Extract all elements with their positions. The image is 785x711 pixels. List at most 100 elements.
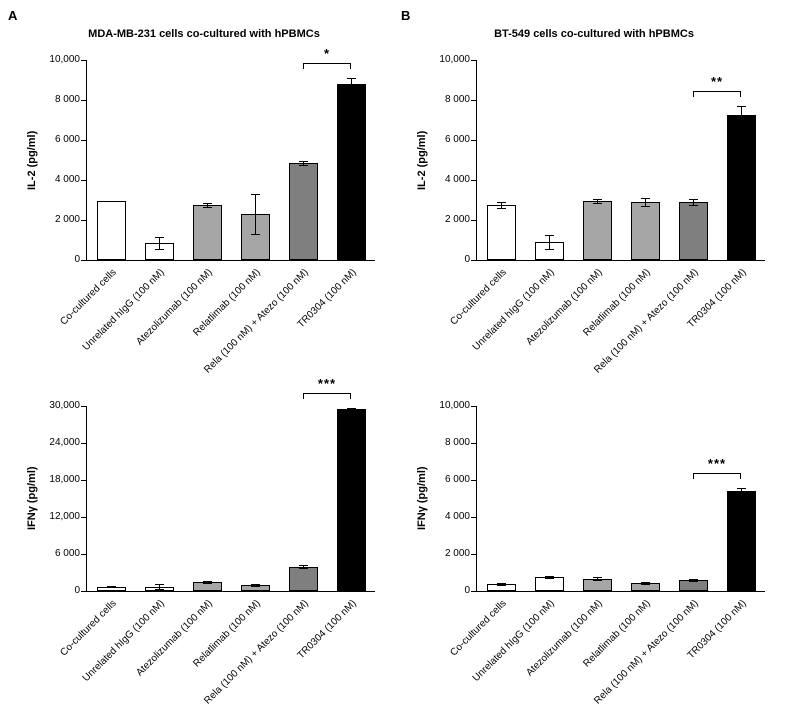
y-tick-label: 4 000	[444, 174, 470, 185]
y-axis-title: IFNγ (pg/ml)	[416, 466, 428, 531]
plot-area: Co-cultured cells Unrelated hIgG (100 nM)…	[448, 406, 765, 707]
y-tick-label: 0	[464, 585, 470, 596]
error-bar-line	[597, 199, 598, 203]
error-bar-cap	[202, 207, 212, 208]
bar	[726, 115, 756, 260]
chart-canvas: IFNγ (pg/ml) 0 2 000 4 000 6 000 8 000 10,000 C…	[408, 396, 780, 709]
error-bar-cap	[346, 407, 356, 409]
y-tick-mark	[471, 100, 476, 101]
error-bar-cap	[592, 580, 602, 582]
error-bar-cap	[250, 585, 260, 587]
error-bar-cap	[496, 582, 506, 584]
x-tick-label: TR0304 (100 nM)	[295, 267, 359, 331]
error-bar-line	[351, 407, 352, 411]
y-tick-mark	[471, 554, 476, 555]
plot-area: Co-cultured cells Unrelated hIgG (100 nM)…	[448, 60, 765, 376]
error-bar-cap	[544, 578, 554, 580]
y-tick-mark	[471, 443, 476, 444]
y-tick-label: 4 000	[54, 174, 80, 185]
chart-il2-mda-mb-231: MDA-MB-231 cells co-cultured with hPBMCs…	[18, 22, 390, 378]
bar	[630, 202, 660, 260]
y-tick-label: 10,000	[439, 54, 470, 65]
error-bar-line	[351, 78, 352, 90]
error-bar-cap	[736, 124, 746, 125]
y-tick-label: 6 000	[54, 134, 80, 145]
y-tick-mark	[471, 60, 476, 61]
error-bar-cap	[496, 202, 506, 203]
y-tick-label: 2 000	[54, 214, 80, 225]
y-tick-label: 2 000	[444, 214, 470, 225]
panel-letter-b: B	[401, 8, 411, 23]
bar	[336, 409, 366, 591]
y-tick-label: 0	[74, 254, 80, 265]
y-tick-mark	[81, 591, 86, 592]
y-tick-mark	[81, 100, 86, 101]
error-bar-cap	[346, 410, 356, 412]
error-bar-cap	[298, 165, 308, 167]
error-bar-line	[741, 106, 742, 124]
y-tick-label: 10,000	[439, 400, 470, 411]
error-bar-cap	[592, 577, 602, 579]
bar	[96, 201, 126, 260]
error-bar-cap	[592, 202, 602, 204]
significance-bracket	[693, 473, 741, 480]
y-tick-mark	[471, 406, 476, 407]
error-bar-cap	[298, 160, 308, 162]
error-bar-line	[303, 160, 304, 166]
y-tick-label: 10,000	[49, 54, 80, 65]
significance-bracket	[693, 91, 741, 97]
error-bar-cap	[202, 580, 212, 582]
y-tick-mark	[81, 443, 86, 444]
error-bar-cap	[688, 205, 698, 206]
error-bar-cap	[544, 235, 554, 236]
error-bar-cap	[154, 589, 164, 591]
chart-title	[408, 368, 780, 396]
y-axis-title: IL-2 (pg/ml)	[416, 130, 428, 190]
error-bar-line	[303, 565, 304, 569]
y-tick-label: 30,000	[49, 400, 80, 411]
y-tick-mark	[81, 180, 86, 181]
y-tick-label: 6 000	[444, 134, 470, 145]
error-bar-cap	[544, 576, 554, 577]
chart-ifng-mda-mb-231: IFNγ (pg/ml) 0 6 000 12,000 18,000 24,000 30,0…	[18, 368, 390, 709]
error-bar-line	[255, 194, 256, 234]
y-tick-mark	[471, 591, 476, 592]
bar	[336, 84, 366, 260]
y-tick-label: 8 000	[444, 437, 470, 448]
significance-label: ***	[317, 375, 337, 391]
significance-label: ***	[707, 456, 727, 472]
error-bar-line	[549, 576, 550, 579]
error-bar-line	[159, 237, 160, 249]
y-tick-label: 6 000	[54, 548, 80, 559]
significance-label: **	[710, 74, 724, 89]
bar	[486, 205, 516, 260]
error-bar-line	[741, 488, 742, 494]
chart-canvas: IL-2 (pg/ml) 0 2 000 4 000 6 000 8 000 10,000 C…	[18, 46, 390, 378]
error-bar-line	[693, 578, 694, 582]
bar	[582, 201, 612, 260]
y-tick-label: 8 000	[54, 94, 80, 105]
chart-canvas: IL-2 (pg/ml) 0 2 000 4 000 6 000 8 000 10,000 C…	[408, 50, 780, 378]
y-tick-mark	[81, 140, 86, 141]
y-tick-label: 6 000	[444, 474, 470, 485]
error-bar-cap	[736, 493, 746, 495]
y-tick-mark	[471, 260, 476, 261]
error-bar-cap	[688, 578, 698, 580]
y-tick-mark	[81, 480, 86, 481]
bar	[726, 491, 756, 591]
error-bar-cap	[640, 581, 650, 583]
error-bar-cap	[640, 206, 650, 207]
error-bar-line	[549, 235, 550, 249]
panel-letter-a: A	[8, 8, 18, 23]
y-tick-mark	[471, 140, 476, 141]
y-tick-mark	[81, 220, 86, 221]
y-tick-label: 24,000	[49, 437, 80, 448]
error-bar-cap	[298, 565, 308, 567]
error-bar-cap	[346, 78, 356, 79]
error-bar-cap	[106, 587, 116, 589]
error-bar-cap	[154, 237, 164, 238]
y-tick-mark	[471, 480, 476, 481]
y-axis-title: IL-2 (pg/ml)	[26, 130, 38, 190]
plot-area: Co-cultured cells Unrelated hIgG (100 nM)…	[58, 376, 375, 707]
y-tick-mark	[81, 260, 86, 261]
